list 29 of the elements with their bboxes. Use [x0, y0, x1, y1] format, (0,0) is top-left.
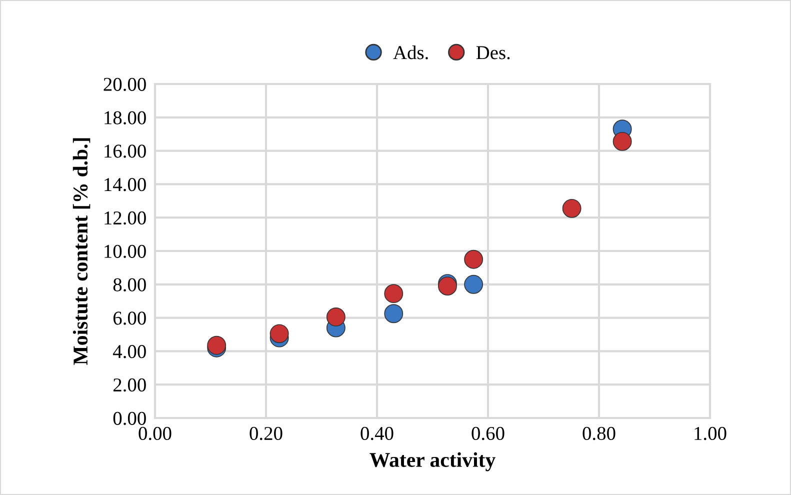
y-tick-label: 0.00 — [113, 412, 146, 426]
y-tick-label: 6.00 — [113, 312, 146, 325]
legend-label: Des. — [476, 46, 510, 60]
x-tick-label: 0.40 — [360, 426, 394, 440]
y-tick-label: 12.00 — [104, 211, 146, 225]
point — [464, 274, 484, 294]
y-tick-label: 2.00 — [113, 378, 146, 392]
x-tick-label: 0.80 — [582, 426, 616, 440]
legend-label: Ads. — [393, 46, 428, 60]
x-tick-label: 1.00 — [694, 426, 726, 440]
y-tick-label: 14.00 — [104, 178, 146, 192]
x-axis-title: Water activity — [370, 452, 496, 472]
point — [270, 324, 289, 344]
point — [464, 250, 484, 269]
point — [612, 132, 632, 151]
y-tick-label: 4.00 — [113, 345, 146, 358]
point — [562, 198, 582, 218]
y-tick-label: 16.00 — [104, 144, 146, 158]
y-tick-label: 18.00 — [104, 111, 146, 124]
point — [326, 307, 346, 326]
x-tick-label: 0.60 — [472, 426, 504, 440]
y-tick-label: 8.00 — [113, 278, 146, 292]
y-tick-label: 10.00 — [104, 244, 146, 258]
y-tick-label: 20.00 — [104, 78, 146, 92]
x-tick-label: 0.20 — [250, 426, 282, 440]
point — [384, 304, 404, 324]
x-tick-label: 0.00 — [138, 426, 172, 440]
y-axis-title: Moistute content [% d.b.] — [72, 138, 90, 365]
point — [384, 284, 404, 304]
